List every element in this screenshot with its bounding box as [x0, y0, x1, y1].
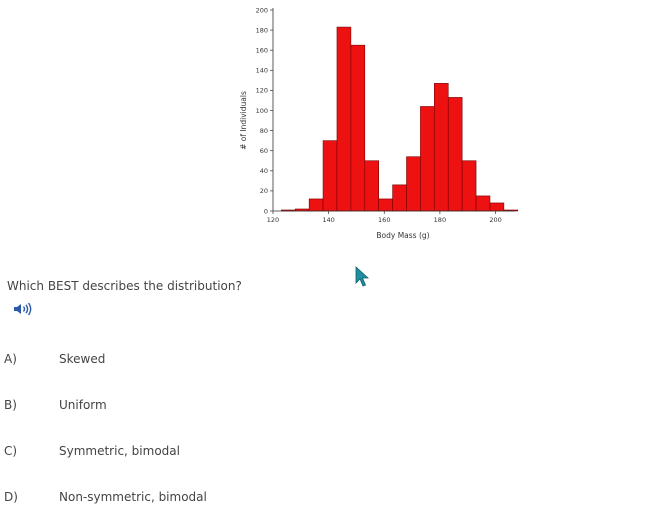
option-text: Skewed: [59, 352, 106, 366]
histogram-bar: [475, 195, 491, 212]
histogram-bar: [322, 140, 338, 212]
option-a[interactable]: A) Skewed: [4, 352, 304, 372]
option-letter: A): [4, 352, 17, 366]
option-letter: D): [4, 490, 18, 504]
histogram-bar: [489, 202, 505, 212]
y-tick-label: 200: [256, 6, 268, 14]
histogram-bar: [336, 26, 352, 212]
histogram-bar: [434, 83, 449, 212]
y-tick-label: 120: [256, 87, 268, 95]
x-tick-label: 180: [434, 216, 446, 224]
option-letter: B): [4, 398, 17, 412]
histogram-bar: [447, 97, 463, 212]
y-tick-label: 40: [260, 167, 268, 175]
y-tick-label: 60: [260, 147, 268, 155]
x-tick-label: 140: [322, 216, 334, 224]
histogram-bar: [308, 198, 324, 212]
option-letter: C): [4, 444, 18, 458]
option-text: Non-symmetric, bimodal: [59, 490, 207, 504]
x-axis-title: Body Mass (g): [376, 231, 429, 240]
y-tick-label: 140: [256, 67, 268, 75]
y-tick-label: 80: [260, 127, 268, 135]
x-tick-label: 120: [267, 216, 279, 224]
y-tick-label: 160: [256, 47, 268, 55]
option-c[interactable]: C) Symmetric, bimodal: [4, 444, 304, 464]
x-tick-label: 160: [378, 216, 390, 224]
histogram-bar: [406, 156, 421, 212]
histogram-svg: 0 20 40 60 80 100 120 140 160 180 200 120 140 160 180 2…: [239, 6, 519, 240]
option-text: Uniform: [59, 398, 107, 412]
question-text: Which BEST describes the distribution?: [7, 279, 242, 293]
y-tick-label: 180: [256, 26, 268, 34]
histogram-bar: [364, 160, 380, 212]
histogram-chart: 0 20 40 60 80 100 120 140 160 180 200 120 140 160 180 2…: [230, 0, 520, 245]
y-tick-label: 0: [264, 207, 268, 215]
histogram-bar: [350, 44, 366, 212]
x-tick-label: 200: [489, 216, 501, 224]
mouse-pointer-icon: [355, 266, 370, 288]
y-tick-label: 20: [260, 187, 268, 195]
histogram-bar: [420, 106, 435, 212]
speaker-icon[interactable]: [13, 301, 33, 317]
option-text: Symmetric, bimodal: [59, 444, 180, 458]
histogram-bar: [392, 184, 407, 212]
option-b[interactable]: B) Uniform: [4, 398, 304, 418]
option-d[interactable]: D) Non-symmetric, bimodal: [4, 490, 304, 510]
histogram-bar: [461, 160, 477, 212]
histogram-bar: [378, 198, 393, 212]
y-axis-title: # of Individuals: [239, 91, 248, 150]
y-tick-label: 100: [256, 107, 268, 115]
